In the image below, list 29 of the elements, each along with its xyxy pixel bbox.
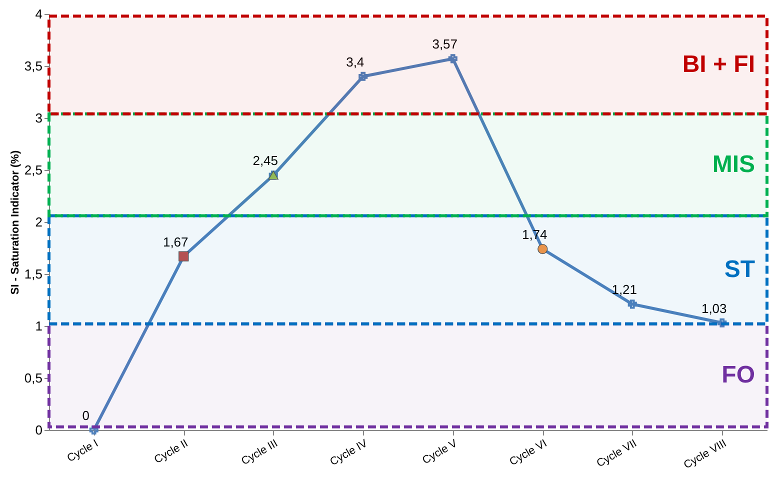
band-label: MIS bbox=[712, 150, 755, 178]
x-tick-label: Cycle VIII bbox=[682, 438, 729, 472]
x-tick-label: Cycle II bbox=[152, 438, 190, 466]
y-tick-label: 0 bbox=[35, 422, 42, 438]
data-label: 0 bbox=[82, 408, 90, 423]
y-axis-title: SI - Saturation Indicator (%) bbox=[9, 150, 22, 295]
y-tick-label: 0,5 bbox=[24, 370, 42, 386]
y-tick-label: 1 bbox=[35, 318, 42, 334]
y-tick-label: 3,5 bbox=[24, 58, 42, 74]
data-label: 1,21 bbox=[612, 282, 638, 298]
band-label: BI + FI bbox=[682, 50, 755, 78]
y-tick-label: 3 bbox=[35, 110, 42, 126]
y-tick-label: 2 bbox=[35, 214, 42, 230]
data-label: 2,45 bbox=[252, 153, 278, 168]
x-tick-label: Cycle VI bbox=[508, 438, 550, 468]
band-label: ST bbox=[724, 256, 756, 283]
data-label: 1,67 bbox=[162, 234, 188, 250]
data-label: 1,03 bbox=[701, 300, 727, 316]
y-tick-label: 4 bbox=[35, 6, 42, 22]
x-tick-label: Cycle VII bbox=[594, 438, 639, 470]
y-tick-label: 2,5 bbox=[24, 162, 42, 178]
x-tick-label: Cycle I bbox=[65, 438, 100, 465]
x-tick-label: Cycle V bbox=[420, 437, 460, 467]
y-tick-label: 1,5 bbox=[24, 266, 42, 282]
data-label: 3,57 bbox=[432, 36, 458, 52]
x-tick-label: Cycle III bbox=[239, 438, 280, 468]
data-label: 3,4 bbox=[346, 54, 364, 70]
band-label: FO bbox=[722, 361, 755, 388]
x-tick-label: Cycle IV bbox=[328, 437, 370, 468]
